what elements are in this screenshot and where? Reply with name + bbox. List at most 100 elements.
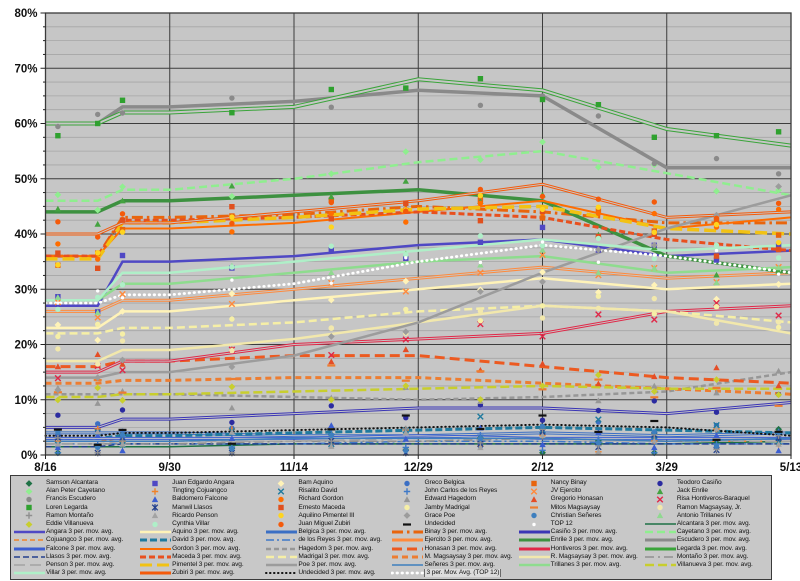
legend-item-cand-aquino[interactable]: Bam Aquino bbox=[265, 479, 390, 487]
series-line-gordon[interactable] bbox=[45, 199, 792, 258]
series-line-villar[interactable] bbox=[45, 238, 792, 302]
legend-item-label: Ramon Magsaysay, Jr. bbox=[676, 503, 742, 511]
series-line-hagedorn[interactable] bbox=[45, 370, 792, 402]
series-markers-zubiri[interactable] bbox=[55, 186, 782, 240]
legend-item-cand-undecided[interactable]: Undecided bbox=[391, 520, 516, 528]
series-line-undecided[interactable] bbox=[44, 423, 792, 437]
legend-item-cand-cojuangco[interactable]: Tingting Cojuangco bbox=[139, 487, 264, 495]
legend-item-avg-aquino[interactable]: Aquino 3 per. mov. avg. bbox=[139, 528, 264, 536]
series-markers-villanueva[interactable] bbox=[54, 371, 783, 404]
legend-item-label: M. Magsaysay 3 per. mov. avg. bbox=[424, 552, 513, 560]
legend-item-avg-falcone[interactable]: Falcone 3 per. mov. avg. bbox=[13, 545, 138, 553]
series-line-villanueva[interactable] bbox=[45, 384, 792, 399]
legend-item-avg-top12[interactable]: 3 per. Mov. Avg. (TOP 12) bbox=[391, 569, 516, 578]
legend-item-cand-gordon[interactable]: Richard Gordon bbox=[265, 495, 390, 503]
legend-line-swatch bbox=[14, 547, 45, 551]
legend-item-avg-cayetano[interactable]: Cayetano 3 per. mov. avg. bbox=[644, 528, 769, 536]
legend-item-cand-zubiri[interactable]: Juan Miguel Zubiri bbox=[265, 520, 390, 528]
legend-item-cand-david[interactable]: Risalito David bbox=[265, 487, 390, 495]
legend-item-cand-penson[interactable]: Ricardo Penson bbox=[139, 512, 264, 520]
legend-item-cand-falcone[interactable]: Baldomero Falcone bbox=[139, 495, 264, 503]
legend-item-cand-ejercito[interactable]: JV Ejercito bbox=[518, 487, 643, 495]
legend-item-avg-maceda[interactable]: Maceda 3 per. mov. avg. bbox=[139, 553, 264, 561]
legend-item-cand-enrile[interactable]: Jack Enrile bbox=[644, 487, 769, 495]
legend-item-cand-maceda[interactable]: Ernesto Maceda bbox=[265, 504, 390, 512]
legend-item-cand-hagedorn[interactable]: Edward Hagedorn bbox=[391, 495, 516, 503]
series-line-cayetano[interactable] bbox=[45, 149, 792, 203]
legend-item-avg-madrigal[interactable]: Madrigal 3 per. mov. avg. bbox=[265, 553, 390, 561]
legend-item-avg-llasos[interactable]: Llasos 3 per. mov. avg. bbox=[13, 553, 138, 561]
legend-item-avg-seneres[interactable]: Señeres 3 per. mov. avg. bbox=[391, 561, 516, 569]
series-line-trillanes[interactable] bbox=[45, 254, 792, 302]
legend-item-avg-hontiveros[interactable]: Hontiveros 3 per. mov. avg. bbox=[518, 545, 643, 553]
series-line-seneres[interactable] bbox=[45, 437, 792, 442]
legend-item-avg-pimentel[interactable]: Pimentel 3 per. mov. avg. bbox=[139, 561, 264, 569]
legend-item-avg-hagedorn[interactable]: Hagedorn 3 per. mov. avg. bbox=[265, 545, 390, 553]
legend-item-cand-poe[interactable]: Grace Poe bbox=[391, 512, 516, 520]
legend-item-cand-madrigal[interactable]: Jamby Madrigal bbox=[391, 504, 516, 512]
series-markers-escudero[interactable] bbox=[55, 85, 782, 177]
legend-item-avg-villanueva[interactable]: Villanueva 3 per. mov. avg. bbox=[644, 561, 769, 569]
legend-item-avg-ejercito[interactable]: Ejercito 3 per. mov. avg. bbox=[391, 536, 516, 544]
series-markers-undecided[interactable] bbox=[53, 414, 783, 446]
legend-item-avg-binay[interactable]: Binay 3 per. mov. avg. bbox=[391, 528, 516, 536]
legend-item-avg-escudero[interactable]: Escudero 3 per. mov. avg. bbox=[644, 536, 769, 544]
legend-item-cand-mmagsaysay[interactable]: Mitos Magsaysay bbox=[518, 504, 643, 512]
legend-item-avg-zubiri[interactable]: Zubiri 3 per. mov. avg. bbox=[139, 569, 264, 577]
legend-item-cand-alcantara[interactable]: Samson Alcantara bbox=[13, 479, 138, 487]
legend-item-cand-hontiveros[interactable]: Risa Hontiveros-Baraquel bbox=[644, 495, 769, 503]
series-line-poe[interactable] bbox=[45, 194, 792, 379]
legend-item-cand-villanueva[interactable]: Eddie Villanueva bbox=[13, 520, 138, 528]
x-axis-label: 3/29 bbox=[656, 462, 678, 474]
legend-item-avg-cojuangco[interactable]: Cojuangco 3 per. mov. avg. bbox=[13, 536, 138, 544]
legend-item-avg-gordon[interactable]: Gordon 3 per. mov. avg. bbox=[139, 545, 264, 553]
legend-item-cand-montano[interactable]: Ramon Montaño bbox=[13, 512, 138, 520]
legend-item-avg-alcantara[interactable]: Alcantara 3 per. mov. avg. bbox=[644, 520, 769, 528]
legend-item-cand-delosreyes[interactable]: John Carlos de los Reyes bbox=[391, 487, 516, 495]
legend-item-cand-angara[interactable]: Juan Edgardo Angara bbox=[139, 479, 264, 487]
series-markers-seneres[interactable] bbox=[55, 423, 782, 454]
legend-item-avg-mmagsaysay[interactable]: M. Magsaysay 3 per. mov. avg. bbox=[391, 553, 516, 561]
legend-item-cand-binay[interactable]: Nancy Binay bbox=[518, 479, 643, 487]
legend-item-cand-rmagsaysay[interactable]: Ramon Magsaysay, Jr. bbox=[644, 504, 769, 512]
legend-item-cand-trillanes[interactable]: Antonio Trillanes IV bbox=[644, 512, 769, 520]
series-markers-pimentel[interactable] bbox=[55, 192, 782, 268]
legend-item-cand-legarda[interactable]: Loren Legarda bbox=[13, 504, 138, 512]
legend-item-avg-delosreyes[interactable]: de los Reyes 3 per. mov. avg. bbox=[265, 536, 390, 544]
legend-item-avg-rmagsaysay[interactable]: R. Magsaysay 3 per. mov. avg. bbox=[518, 553, 643, 561]
legend-item-avg-poe[interactable]: Poe 3 per. mov. avg. bbox=[265, 561, 390, 569]
legend-item-avg-undecided[interactable]: Undecided 3 per. mov. avg. bbox=[265, 569, 390, 577]
legend-item-avg-david[interactable]: David 3 per. mov. avg. bbox=[139, 536, 264, 544]
series-line-rmagsaysay[interactable] bbox=[45, 304, 792, 363]
legend-item-cand-cayetano[interactable]: Alan Peter Cayetano bbox=[13, 487, 138, 495]
series-markers-legarda[interactable] bbox=[55, 76, 782, 140]
legend-item-avg-enrile[interactable]: Enrile 3 per. mov. avg. bbox=[518, 536, 643, 544]
legend-item-cand-llasos[interactable]: Manwil Llasos bbox=[139, 504, 264, 512]
legend-item-cand-villar[interactable]: Cynthia Villar bbox=[139, 520, 264, 528]
legend-item-avg-honasan[interactable]: Honasan 3 per. mov. avg. bbox=[391, 545, 516, 553]
series-line-aquino[interactable] bbox=[45, 276, 792, 330]
series-markers-villar[interactable] bbox=[55, 233, 782, 313]
legend-item-avg-montano[interactable]: Montaño 3 per. mov. avg. bbox=[644, 553, 769, 561]
legend-item-avg-angara[interactable]: Angara 3 per. mov. avg. bbox=[13, 528, 138, 536]
legend-item-cand-escudero[interactable]: Francis Escudero bbox=[13, 495, 138, 503]
legend-item-avg-belgica[interactable]: Belgica 3 per. mov. avg. bbox=[265, 528, 390, 536]
series-markers-penson[interactable] bbox=[54, 425, 782, 455]
legend-item-avg-penson[interactable]: Penson 3 per. mov. avg. bbox=[13, 561, 138, 569]
series-line-pimentel[interactable] bbox=[45, 204, 792, 261]
legend-item-cand-seneres[interactable]: Christian Señeres bbox=[518, 512, 643, 520]
legend-item-cand-belgica[interactable]: Greco Belgica bbox=[391, 479, 516, 487]
legend-item-avg-legarda[interactable]: Legarda 3 per. mov. avg. bbox=[644, 545, 769, 553]
series-line-top12[interactable] bbox=[44, 243, 793, 305]
legend-item-cand-top12[interactable]: TOP 12 bbox=[518, 520, 643, 528]
series-line-enrile[interactable] bbox=[45, 188, 792, 275]
legend-item-cand-casino[interactable]: Teodoro Casiño bbox=[644, 479, 769, 487]
legend-item-avg-casino[interactable]: Casiño 3 per. mov. avg. bbox=[518, 528, 643, 536]
series-markers-poe[interactable] bbox=[54, 183, 783, 394]
legend-item-cand-pimentel[interactable]: Aquilino Pimentel III bbox=[265, 512, 390, 520]
series-markers-top12[interactable] bbox=[56, 240, 781, 305]
legend-item-avg-trillanes[interactable]: Trillanes 3 per. mov. avg. bbox=[518, 561, 643, 569]
legend-item-cand-honasan[interactable]: Gregorio Honasan bbox=[518, 495, 643, 503]
legend-item-avg-villar[interactable]: Villar 3 per. mov. avg. bbox=[13, 569, 138, 577]
series-line-llasos[interactable] bbox=[45, 443, 792, 448]
